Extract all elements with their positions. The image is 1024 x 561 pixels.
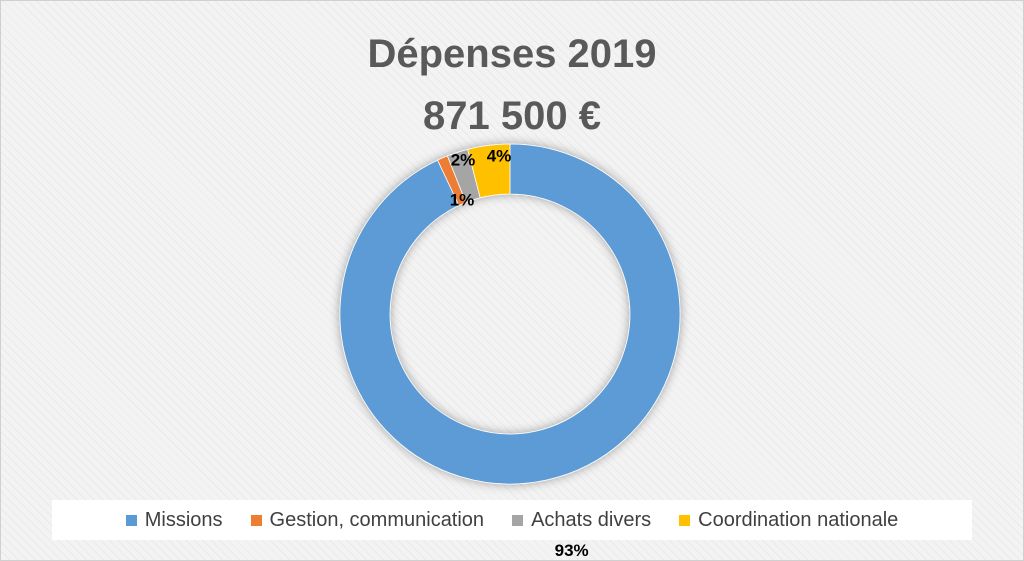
data-label-coordination-nationale: 4% bbox=[487, 146, 512, 165]
chart-title: Dépenses 2019 bbox=[367, 32, 657, 76]
slice-missions bbox=[339, 143, 681, 485]
legend-item-coordination-nationale: Coordination nationale bbox=[679, 509, 898, 532]
legend-item-missions: Missions bbox=[125, 508, 223, 532]
legend-item-gestion-communication: Gestion, communication bbox=[250, 508, 485, 532]
legend-swatch bbox=[250, 514, 262, 526]
slice-coordination-nationale bbox=[467, 143, 511, 199]
legend-swatch bbox=[512, 514, 524, 526]
legend-item-achats-divers: Achats divers bbox=[512, 509, 651, 532]
legend-swatch bbox=[125, 514, 137, 526]
chart-legend: Missions Gestion, communication Achats d… bbox=[52, 500, 972, 540]
legend-swatch bbox=[679, 514, 691, 526]
legend-label: Missions bbox=[144, 508, 223, 531]
data-label-missions: 93% bbox=[555, 541, 589, 560]
chart-subtitle: 871 500 € bbox=[423, 94, 601, 138]
legend-label: Coordination nationale bbox=[698, 508, 899, 531]
data-label-gestion-communication: 1% bbox=[450, 190, 475, 209]
legend-label: Gestion, communication bbox=[269, 508, 485, 531]
data-label-achats-divers: 2% bbox=[451, 150, 476, 169]
legend-label: Achats divers bbox=[531, 508, 652, 531]
